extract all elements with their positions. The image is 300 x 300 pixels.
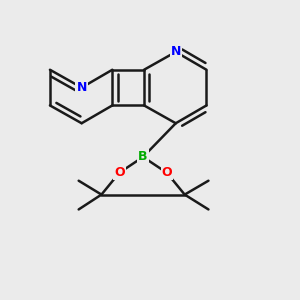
Text: N: N (171, 45, 181, 58)
Text: O: O (114, 166, 124, 179)
Text: O: O (161, 166, 172, 179)
Text: B: B (138, 150, 148, 164)
Text: N: N (76, 81, 87, 94)
